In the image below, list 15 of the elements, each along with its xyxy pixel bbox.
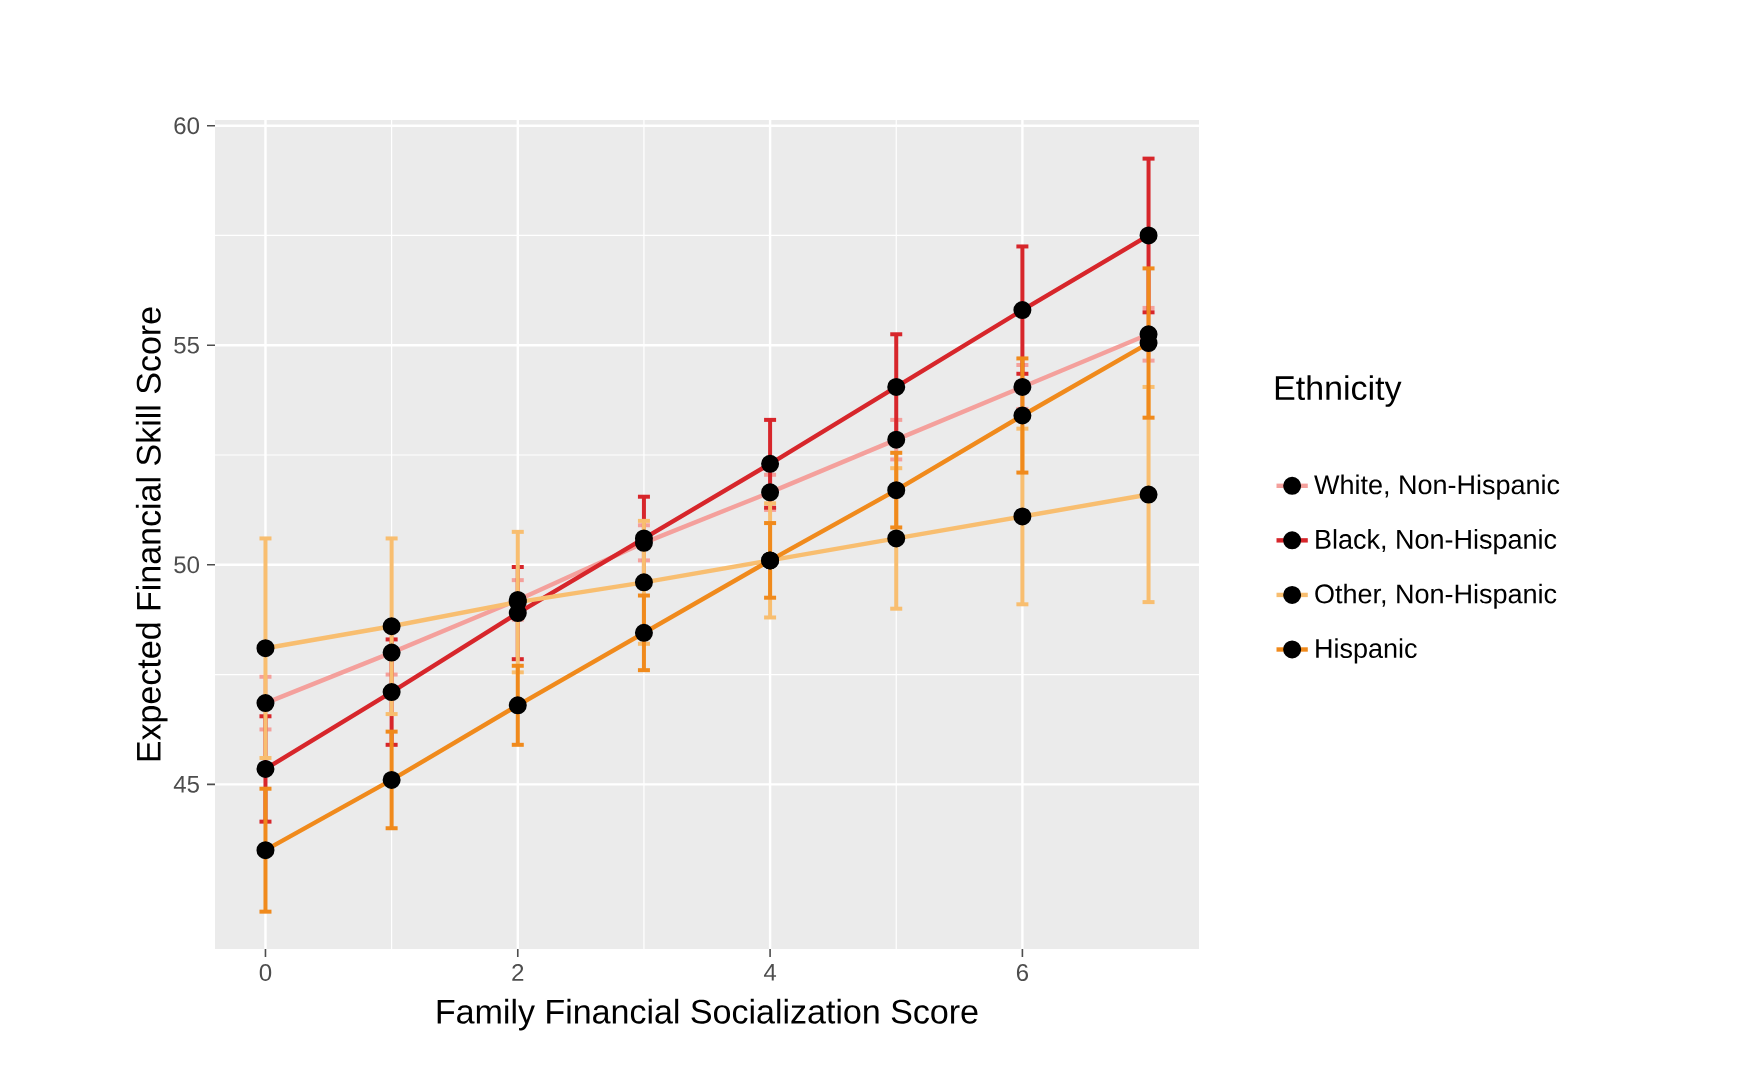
- y-tick-label: 50: [174, 556, 200, 574]
- x-tick-label: 6: [1016, 964, 1029, 982]
- x-tick-label: 4: [763, 964, 777, 981]
- x-tick-label: 0: [259, 964, 272, 982]
- legend-label: Other, Non-Hispanic: [1315, 583, 1557, 609]
- x-tick-label: 2: [512, 964, 524, 981]
- y-tick-label: 55: [174, 336, 199, 354]
- legend-label: Black, Non-Hispanic: [1316, 529, 1557, 555]
- y-tick-label: 60: [174, 117, 200, 135]
- x-axis-title: Family Financial Socialization Score: [437, 998, 978, 1031]
- y-axis-title: Expected Financial Skill Score: [135, 307, 168, 761]
- y-tick-label: 45: [173, 775, 199, 793]
- legend-title: Ethnicity: [1275, 375, 1402, 407]
- legend-label: White, Non-Hispanic: [1314, 474, 1560, 500]
- legend-label: Hispanic: [1316, 638, 1417, 664]
